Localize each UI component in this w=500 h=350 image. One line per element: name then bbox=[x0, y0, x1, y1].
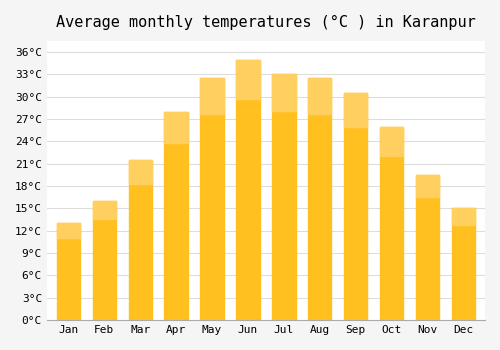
Bar bbox=[452, 209, 475, 320]
Bar bbox=[380, 127, 404, 156]
Bar bbox=[128, 160, 152, 320]
Bar bbox=[452, 209, 475, 225]
Bar bbox=[272, 75, 295, 111]
Bar bbox=[128, 160, 152, 184]
Bar bbox=[416, 175, 439, 197]
Bar bbox=[164, 112, 188, 143]
Bar bbox=[92, 201, 116, 219]
Bar bbox=[236, 60, 260, 99]
Bar bbox=[92, 201, 116, 320]
Bar bbox=[308, 78, 332, 320]
Title: Average monthly temperatures (°C ) in Karanpur: Average monthly temperatures (°C ) in Ka… bbox=[56, 15, 476, 30]
Bar bbox=[164, 112, 188, 320]
Bar bbox=[272, 75, 295, 320]
Bar bbox=[56, 223, 80, 320]
Bar bbox=[308, 78, 332, 114]
Bar bbox=[416, 175, 439, 320]
Bar bbox=[344, 93, 368, 127]
Bar bbox=[236, 60, 260, 320]
Bar bbox=[200, 78, 224, 320]
Bar bbox=[380, 127, 404, 320]
Bar bbox=[56, 223, 80, 238]
Bar bbox=[200, 78, 224, 114]
Bar bbox=[344, 93, 368, 320]
